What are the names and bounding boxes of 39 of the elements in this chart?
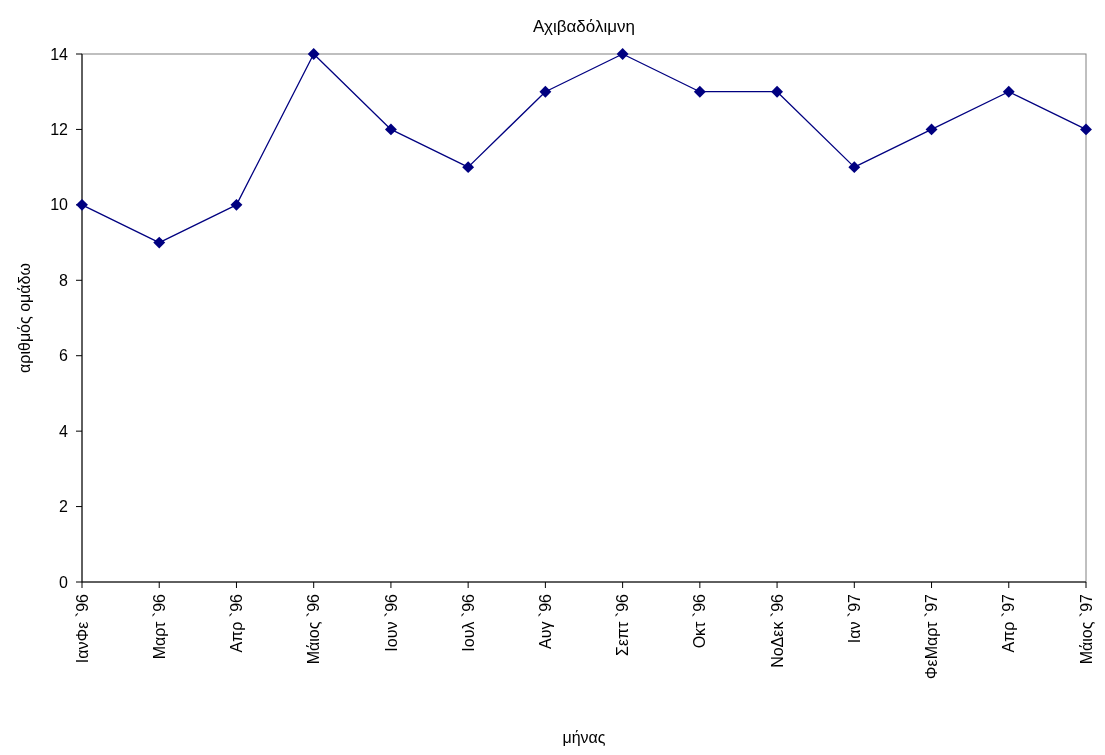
point — [1002, 85, 1015, 98]
x-tick-label: Σεπτ `96 — [614, 593, 632, 656]
point — [384, 123, 397, 136]
y-tick-label: 12 — [50, 121, 69, 139]
y-tick-label: 0 — [59, 573, 69, 591]
chart-title: Αχιβαδόλιμνη — [533, 17, 635, 36]
point — [230, 198, 243, 211]
y-tick-label: 14 — [50, 45, 69, 63]
x-tick-label: Μάιος `96 — [305, 593, 323, 665]
point — [771, 85, 784, 98]
x-tick-label: Μάιος `97 — [1077, 593, 1095, 665]
x-tick-label: Απρ `96 — [228, 593, 246, 653]
y-tick-label: 4 — [59, 422, 69, 440]
y-tick-label: 6 — [59, 347, 69, 365]
point — [848, 161, 861, 174]
x-tick-label: Ιουλ `96 — [459, 593, 477, 652]
point — [1080, 123, 1092, 136]
y-tick-label: 2 — [59, 498, 69, 516]
x-tick-label: ΦεΜαρτ `97 — [923, 593, 941, 680]
point — [693, 85, 706, 98]
x-tick-label: Αυγ `96 — [536, 593, 554, 649]
point — [153, 236, 166, 249]
x-tick-label: ΙανΦε `96 — [73, 593, 91, 664]
point — [462, 161, 475, 174]
x-tick-label: Ιουν `96 — [382, 593, 400, 652]
point — [925, 123, 938, 136]
x-tick-label: Οκτ `96 — [691, 593, 709, 649]
x-tick-label: Απρ `97 — [1000, 593, 1018, 653]
x-tick-label: Μαρτ `96 — [150, 593, 168, 660]
x-axis-title: μήνας — [562, 729, 606, 746]
x-tick-label: ΝοΔεκ `96 — [768, 593, 786, 668]
point — [76, 198, 88, 211]
y-axis-title: αριθμός ομάδω — [16, 263, 33, 373]
point — [307, 48, 320, 60]
y-tick-label: 10 — [50, 196, 69, 214]
point — [539, 85, 552, 98]
y-tick-label: 8 — [59, 271, 69, 289]
point — [616, 48, 629, 60]
x-tick-label: Ιαν `97 — [845, 593, 863, 644]
